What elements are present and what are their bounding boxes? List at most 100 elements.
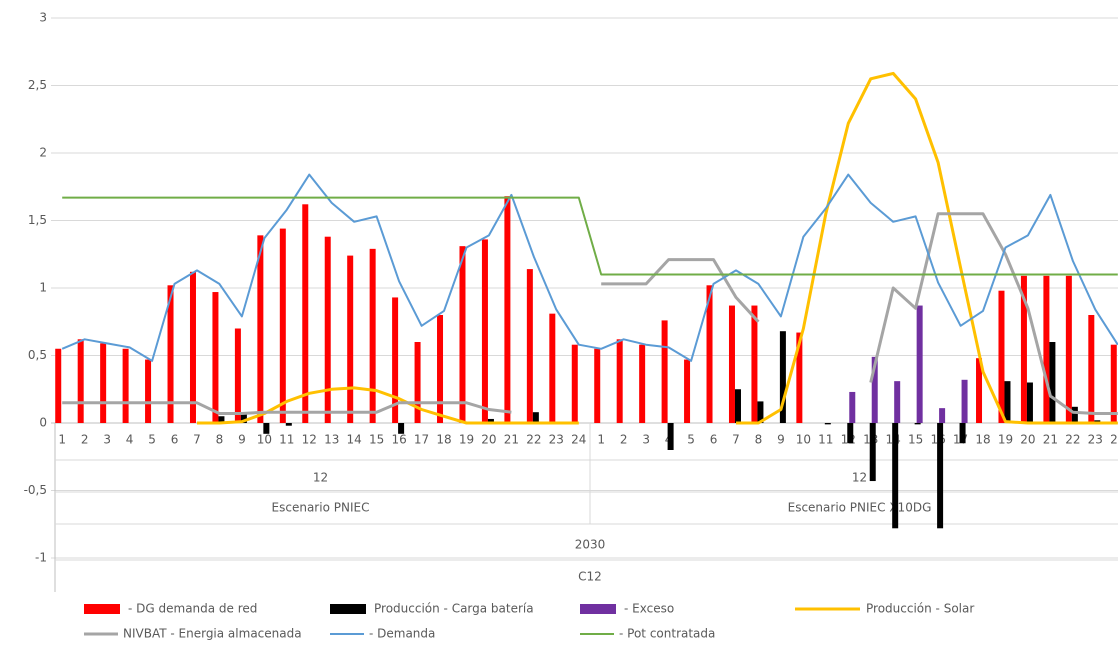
bar [77, 339, 84, 423]
x-tick-label: 20 [1020, 433, 1035, 447]
x-tick-label: 10 [796, 433, 811, 447]
bar [706, 285, 713, 423]
bar [285, 423, 292, 426]
bar [616, 339, 623, 423]
y-tick-label: 0 [39, 416, 47, 430]
bar [100, 343, 107, 423]
legend-marker [580, 604, 616, 614]
x-tick-label: 9 [238, 433, 246, 447]
x-tick-label: 13 [324, 433, 339, 447]
line-series [197, 71, 1118, 425]
x-tick-label: 19 [998, 433, 1013, 447]
bar [939, 408, 946, 423]
y-tick-label: 3 [39, 11, 47, 25]
category-group-label: C12 [578, 570, 602, 584]
line-series [62, 196, 1118, 276]
bar [145, 359, 152, 423]
bar [684, 359, 691, 423]
bar [481, 239, 488, 423]
x-tick-label: 17 [414, 433, 429, 447]
bar [218, 416, 225, 423]
bar [847, 423, 854, 444]
bar [751, 305, 758, 423]
bar [961, 379, 968, 423]
bar [998, 290, 1005, 423]
bar [347, 255, 354, 423]
x-tick-label: 6 [171, 433, 179, 447]
bar [728, 305, 735, 423]
bar [302, 204, 309, 423]
bar [824, 423, 831, 425]
bar [263, 423, 270, 434]
bar [504, 196, 511, 423]
y-tick-label: 1,5 [28, 213, 47, 227]
y-tick-label: 1 [39, 281, 47, 295]
bar [279, 228, 286, 423]
legend-marker [330, 604, 366, 614]
bar [1020, 275, 1027, 423]
category-group-label: 12 [313, 471, 328, 485]
legend-label: - Pot contratada [619, 627, 715, 641]
bar [487, 418, 494, 423]
line-series [61, 173, 1118, 362]
legend-marker [84, 604, 120, 614]
x-tick-label: 7 [193, 433, 201, 447]
bar [459, 246, 466, 423]
x-tick-label: 22 [1065, 433, 1080, 447]
x-tick-label: 15 [908, 433, 923, 447]
x-tick-label: 21 [504, 433, 519, 447]
x-tick-label: 14 [347, 433, 362, 447]
bar [1049, 342, 1056, 423]
bar [240, 412, 247, 423]
bar [532, 412, 539, 423]
bar [189, 271, 196, 423]
x-tick-label: 5 [148, 433, 156, 447]
bar [1065, 275, 1072, 423]
x-tick-label: 7 [732, 433, 740, 447]
bar [414, 342, 421, 423]
x-tick-label: 2 [620, 433, 628, 447]
bar [1026, 382, 1033, 423]
bar [869, 423, 876, 482]
line-series [62, 212, 1118, 415]
bar [1071, 406, 1078, 423]
bar [55, 348, 62, 423]
bar [639, 344, 646, 423]
x-tick-label: 3 [642, 433, 650, 447]
x-tick-label: 10 [257, 433, 272, 447]
x-tick-label: 18 [436, 433, 451, 447]
x-tick-label: 3 [103, 433, 111, 447]
x-tick-label: 16 [391, 433, 406, 447]
y-tick-label: 0,5 [28, 348, 47, 362]
bar [914, 423, 921, 425]
bar [916, 305, 923, 423]
bar [959, 423, 966, 444]
x-tick-label: 22 [526, 433, 541, 447]
bar [937, 423, 944, 529]
bar [571, 344, 578, 423]
bar [167, 285, 174, 423]
bar [526, 269, 533, 423]
y-tick-label: -1 [35, 551, 47, 565]
x-tick-label: 4 [126, 433, 134, 447]
bar [122, 348, 129, 423]
legend-label: Producción - Carga batería [374, 602, 534, 616]
bar [976, 358, 983, 423]
legend-label: - Demanda [369, 627, 435, 641]
x-tick-label: 5 [687, 433, 695, 447]
bar [779, 331, 786, 423]
x-tick-label: 6 [710, 433, 718, 447]
x-tick-label: 1 [58, 433, 66, 447]
bar [1004, 381, 1011, 423]
x-tick-label: 18 [975, 433, 990, 447]
category-group-label: Escenario PNIEC [272, 501, 370, 515]
bar [796, 332, 803, 423]
bar [324, 236, 331, 423]
bar [437, 315, 444, 423]
x-tick-label: 23 [1088, 433, 1103, 447]
x-tick-label: 8 [755, 433, 763, 447]
bar [894, 381, 901, 423]
legend-label: - DG demanda de red [128, 602, 257, 616]
bar [667, 423, 674, 450]
bar [661, 320, 668, 423]
